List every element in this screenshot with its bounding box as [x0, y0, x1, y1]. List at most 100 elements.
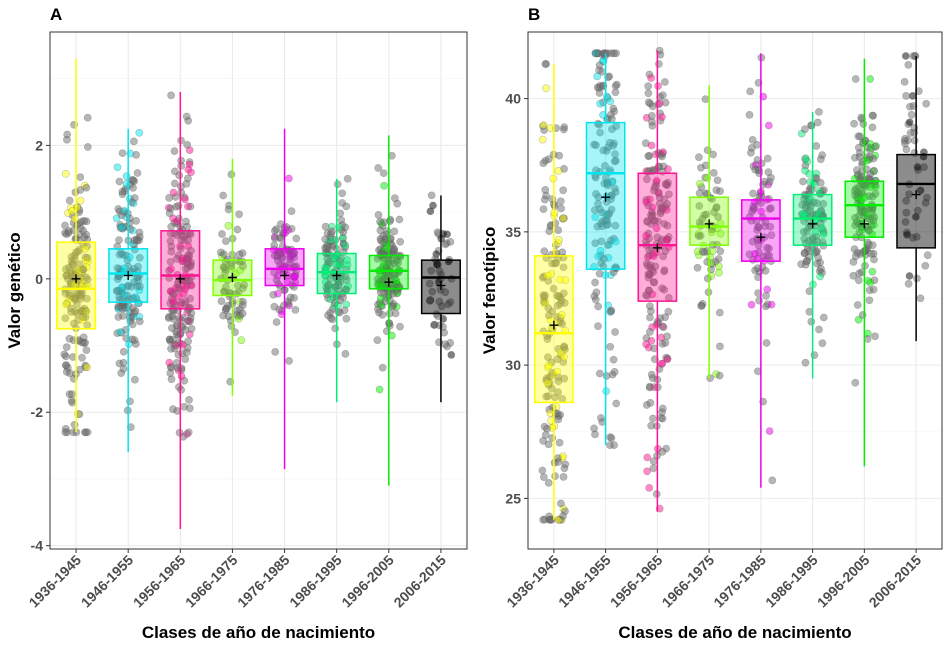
data-point — [648, 112, 656, 120]
data-point — [902, 196, 911, 205]
data-point — [813, 199, 822, 208]
data-point — [604, 181, 612, 190]
data-point — [428, 287, 437, 296]
data-point — [543, 379, 552, 387]
data-point — [544, 155, 553, 163]
data-point — [323, 254, 332, 263]
data-point — [540, 247, 549, 256]
data-point — [817, 264, 825, 273]
data-point — [863, 156, 872, 165]
data-point — [854, 132, 863, 141]
data-point — [602, 371, 611, 380]
data-point — [545, 512, 553, 521]
data-point — [334, 307, 343, 316]
x-tick-label: 1946-1955 — [78, 552, 137, 611]
data-point — [858, 180, 867, 188]
data-point — [177, 385, 185, 394]
data-point — [63, 363, 72, 372]
data-point — [762, 291, 770, 300]
data-point — [219, 311, 228, 320]
data-point — [172, 330, 181, 338]
data-point — [748, 135, 757, 144]
data-point — [591, 278, 599, 287]
panel-b: 25 30 35 40 1936-19451946-19551956-19651966-… — [480, 5, 943, 642]
data-point — [544, 304, 553, 313]
data-point — [819, 230, 828, 239]
data-point — [595, 61, 604, 70]
data-point — [811, 227, 820, 236]
data-point — [799, 227, 808, 236]
data-point — [342, 202, 351, 211]
data-point — [698, 214, 707, 223]
data-point — [73, 300, 81, 309]
data-point — [233, 281, 242, 290]
data-point — [396, 322, 404, 331]
data-point — [762, 339, 771, 347]
data-point — [328, 236, 337, 244]
data-point — [83, 235, 92, 244]
data-point — [646, 302, 654, 311]
data-point — [715, 308, 724, 317]
data-point — [645, 382, 654, 391]
box-body — [844, 180, 885, 238]
data-point — [181, 285, 190, 293]
data-point — [129, 176, 138, 185]
data-point — [177, 322, 186, 331]
data-point — [540, 297, 548, 306]
data-point — [273, 289, 282, 298]
data-point — [767, 231, 776, 240]
data-point — [800, 249, 809, 258]
data-point — [716, 229, 725, 238]
data-point — [713, 176, 722, 185]
data-point — [375, 308, 383, 317]
data-point — [644, 89, 653, 98]
data-point — [753, 140, 761, 149]
data-point — [654, 188, 663, 197]
data-point — [186, 317, 194, 326]
data-point — [599, 146, 608, 155]
data-point — [710, 208, 718, 217]
data-point — [559, 214, 568, 223]
data-point — [905, 272, 914, 280]
y-axis-title: Valor genético — [5, 232, 24, 348]
data-point — [767, 204, 775, 212]
data-point — [379, 238, 388, 247]
data-point — [81, 244, 89, 253]
data-point — [599, 82, 607, 91]
data-point — [390, 227, 399, 236]
data-point — [82, 346, 91, 354]
data-point — [760, 177, 769, 186]
data-point — [118, 304, 126, 313]
data-point — [118, 149, 127, 157]
x-tick-label: 1956-1965 — [607, 552, 666, 611]
data-point — [765, 427, 774, 435]
data-point — [658, 152, 666, 161]
data-point — [224, 205, 233, 214]
data-point — [646, 313, 654, 322]
data-point — [812, 174, 821, 183]
data-point — [179, 341, 187, 349]
data-point — [643, 217, 652, 226]
data-point — [187, 324, 196, 333]
data-point — [544, 478, 553, 487]
data-point — [921, 261, 930, 270]
data-point — [659, 205, 667, 214]
data-point — [661, 78, 669, 86]
data-point — [868, 123, 877, 132]
data-point — [115, 177, 124, 186]
data-point — [292, 234, 301, 243]
data-point — [133, 169, 142, 177]
data-point — [227, 170, 236, 179]
data-point — [868, 267, 877, 276]
data-point — [801, 166, 809, 175]
data-point — [553, 367, 562, 376]
data-point — [650, 183, 659, 192]
data-point — [659, 323, 668, 332]
data-point — [818, 339, 827, 348]
data-point — [912, 232, 921, 241]
data-point — [113, 163, 122, 172]
data-point — [768, 476, 777, 485]
data-point — [446, 298, 455, 306]
data-point — [343, 174, 352, 183]
data-point — [238, 301, 247, 310]
